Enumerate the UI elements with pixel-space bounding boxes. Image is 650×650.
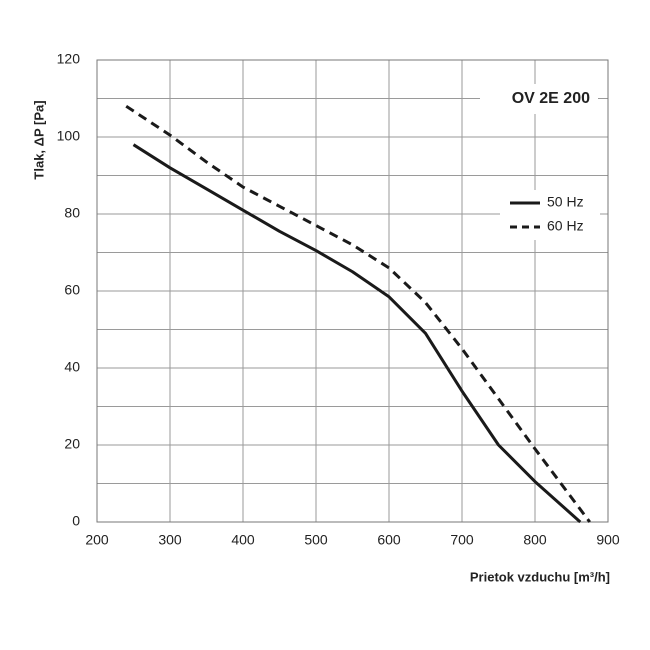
x-tick-label: 500 — [304, 532, 328, 548]
legend-box — [500, 190, 600, 240]
y-tick-label: 80 — [64, 205, 80, 221]
x-axis-label: Prietok vzduchu [m³/h] — [470, 569, 610, 584]
series-line — [132, 143, 582, 524]
y-axis-label: Tlak, ΔP [Pa] — [31, 100, 46, 179]
series-line — [125, 104, 591, 523]
x-tick-label: 400 — [231, 532, 255, 548]
x-tick-label: 900 — [596, 532, 620, 548]
y-tick-label: 60 — [64, 282, 80, 298]
plot-frame — [96, 59, 609, 523]
y-tick-label: 100 — [57, 128, 81, 144]
x-tick-label: 300 — [158, 532, 182, 548]
y-tick-label: 40 — [64, 359, 80, 375]
y-tick-label: 120 — [57, 51, 81, 67]
legend-label: 60 Hz — [547, 218, 584, 234]
legend-label: 50 Hz — [547, 194, 584, 210]
x-tick-label: 600 — [377, 532, 401, 548]
y-tick-label: 0 — [72, 513, 80, 529]
x-tick-label: 800 — [523, 532, 547, 548]
chart-title: OV 2E 200 — [512, 90, 590, 107]
x-tick-label: 200 — [85, 532, 109, 548]
y-tick-label: 20 — [64, 436, 80, 452]
title-box — [480, 84, 598, 114]
x-tick-label: 700 — [450, 532, 474, 548]
